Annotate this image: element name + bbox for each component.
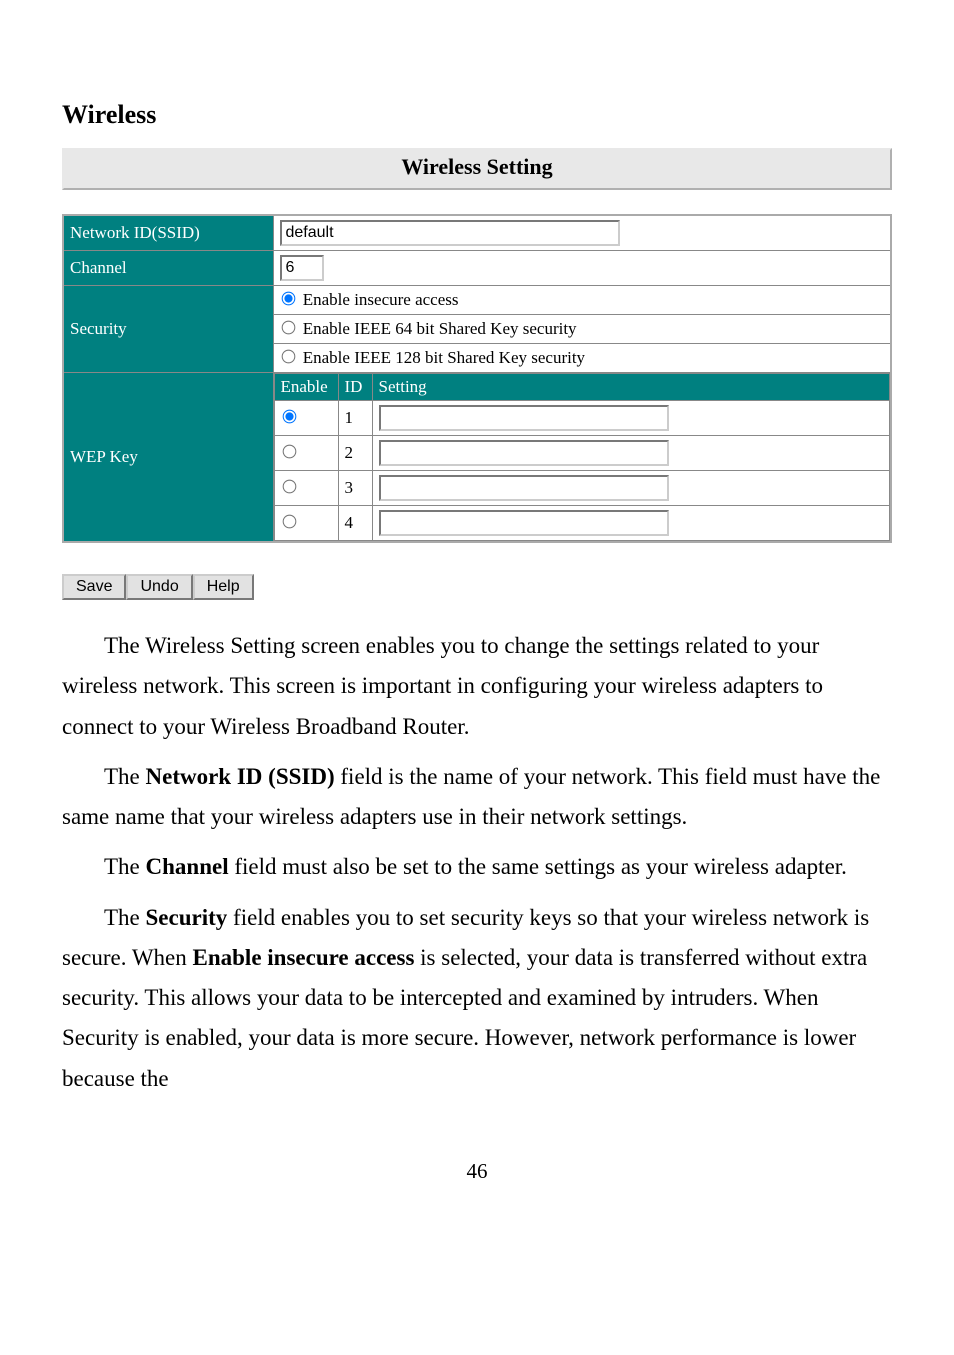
channel-input[interactable] [280,255,324,281]
p4-bold1: Security [146,905,228,930]
wep-row: 1 [274,401,890,436]
wep-input-4[interactable] [379,510,669,536]
wep-row: 3 [274,471,890,506]
security-option-ieee64[interactable]: Enable IEEE 64 bit Shared Key security [280,319,577,338]
p4-a: The [104,905,146,930]
wep-id-4: 4 [338,506,372,541]
wep-input-3[interactable] [379,475,669,501]
paragraph-2: The Network ID (SSID) field is the name … [62,757,892,838]
wep-id-2: 2 [338,436,372,471]
label-security: Security [63,286,273,373]
p2-a: The [104,764,146,789]
cell-wep: Enable ID Setting 1 2 3 [273,373,891,543]
wep-header-setting: Setting [372,374,890,401]
security-insecure-label: Enable insecure access [303,290,459,309]
label-wep: WEP Key [63,373,273,543]
undo-button[interactable]: Undo [126,574,192,600]
security-option-insecure[interactable]: Enable insecure access [280,290,459,309]
wep-id-3: 3 [338,471,372,506]
radio-insecure[interactable] [281,292,295,306]
security-option-ieee128[interactable]: Enable IEEE 128 bit Shared Key security [280,348,586,367]
wep-row: 4 [274,506,890,541]
p2-bold: Network ID (SSID) [146,764,335,789]
ssid-input[interactable] [280,220,620,246]
wep-row: 2 [274,436,890,471]
security-ieee128-label: Enable IEEE 128 bit Shared Key security [303,348,585,367]
page-heading: Wireless [62,100,892,130]
paragraph-4: The Security field enables you to set se… [62,898,892,1099]
p3-a: The [104,854,146,879]
label-ssid: Network ID(SSID) [63,215,273,251]
p3-c: field must also be set to the same setti… [229,854,847,879]
wep-id-1: 1 [338,401,372,436]
wep-header-enable: Enable [274,374,338,401]
wep-radio-4[interactable] [282,515,296,529]
radio-ieee64[interactable] [281,321,295,335]
wep-input-1[interactable] [379,405,669,431]
wep-input-2[interactable] [379,440,669,466]
wep-radio-3[interactable] [282,480,296,494]
wep-table: Enable ID Setting 1 2 3 [274,373,891,541]
p4-bold2: Enable insecure access [193,945,415,970]
banner-title: Wireless Setting [62,148,892,190]
save-button[interactable]: Save [62,574,126,600]
page-number: 46 [62,1159,892,1184]
help-button[interactable]: Help [193,574,254,600]
paragraph-3: The Channel field must also be set to th… [62,847,892,887]
label-channel: Channel [63,251,273,286]
cell-ssid [273,215,891,251]
settings-table: Network ID(SSID) Channel Security Enable… [62,214,892,543]
security-ieee64-label: Enable IEEE 64 bit Shared Key security [303,319,577,338]
wep-radio-1[interactable] [282,410,296,424]
wep-header-id: ID [338,374,372,401]
cell-security: Enable insecure access Enable IEEE 64 bi… [273,286,891,373]
p3-bold: Channel [146,854,229,879]
paragraph-1: The Wireless Setting screen enables you … [62,626,892,747]
button-row: SaveUndoHelp [62,571,892,600]
wep-radio-2[interactable] [282,445,296,459]
cell-channel [273,251,891,286]
radio-ieee128[interactable] [281,350,295,364]
